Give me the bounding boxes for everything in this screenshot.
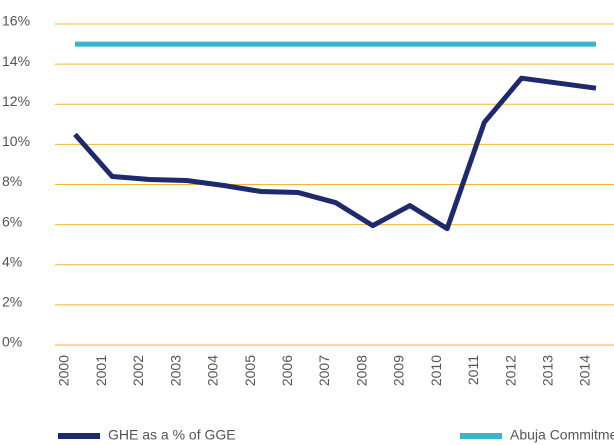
- x-tick-label: 2010: [428, 355, 444, 386]
- y-tick-label: 16%: [2, 13, 30, 29]
- x-tick-label: 2007: [316, 355, 332, 386]
- x-tick-label: 2013: [539, 355, 555, 386]
- y-tick-label: 10%: [2, 133, 30, 149]
- x-tick-label: 2001: [93, 355, 109, 386]
- x-tick-label: 2004: [205, 355, 221, 386]
- x-tick-label: 2002: [130, 355, 146, 386]
- legend-label: Abuja Commitment: [510, 427, 614, 443]
- x-tick-label: 2014: [577, 355, 593, 386]
- line: [73, 75, 597, 232]
- legend-label: GHE as a % of GGE: [108, 427, 236, 443]
- x-tick-label: 2009: [391, 355, 407, 386]
- y-tick-label: 4%: [2, 253, 22, 269]
- x-tick-label: 2005: [242, 355, 258, 386]
- y-tick-label: 6%: [2, 213, 22, 229]
- y-tick-label: 12%: [2, 93, 30, 109]
- y-tick-label: 8%: [2, 173, 22, 189]
- x-tick-label: 2003: [167, 355, 183, 386]
- x-tick-label: 2011: [465, 355, 481, 385]
- y-tick-label: 2%: [2, 294, 22, 310]
- x-tick-label: 2012: [502, 355, 518, 386]
- x-tick-label: 2000: [56, 355, 72, 386]
- y-tick-label: 14%: [2, 53, 30, 69]
- x-tick-label: 2006: [279, 355, 295, 386]
- y-tick-label: 0%: [2, 334, 22, 350]
- x-tick-label: 2008: [353, 355, 369, 386]
